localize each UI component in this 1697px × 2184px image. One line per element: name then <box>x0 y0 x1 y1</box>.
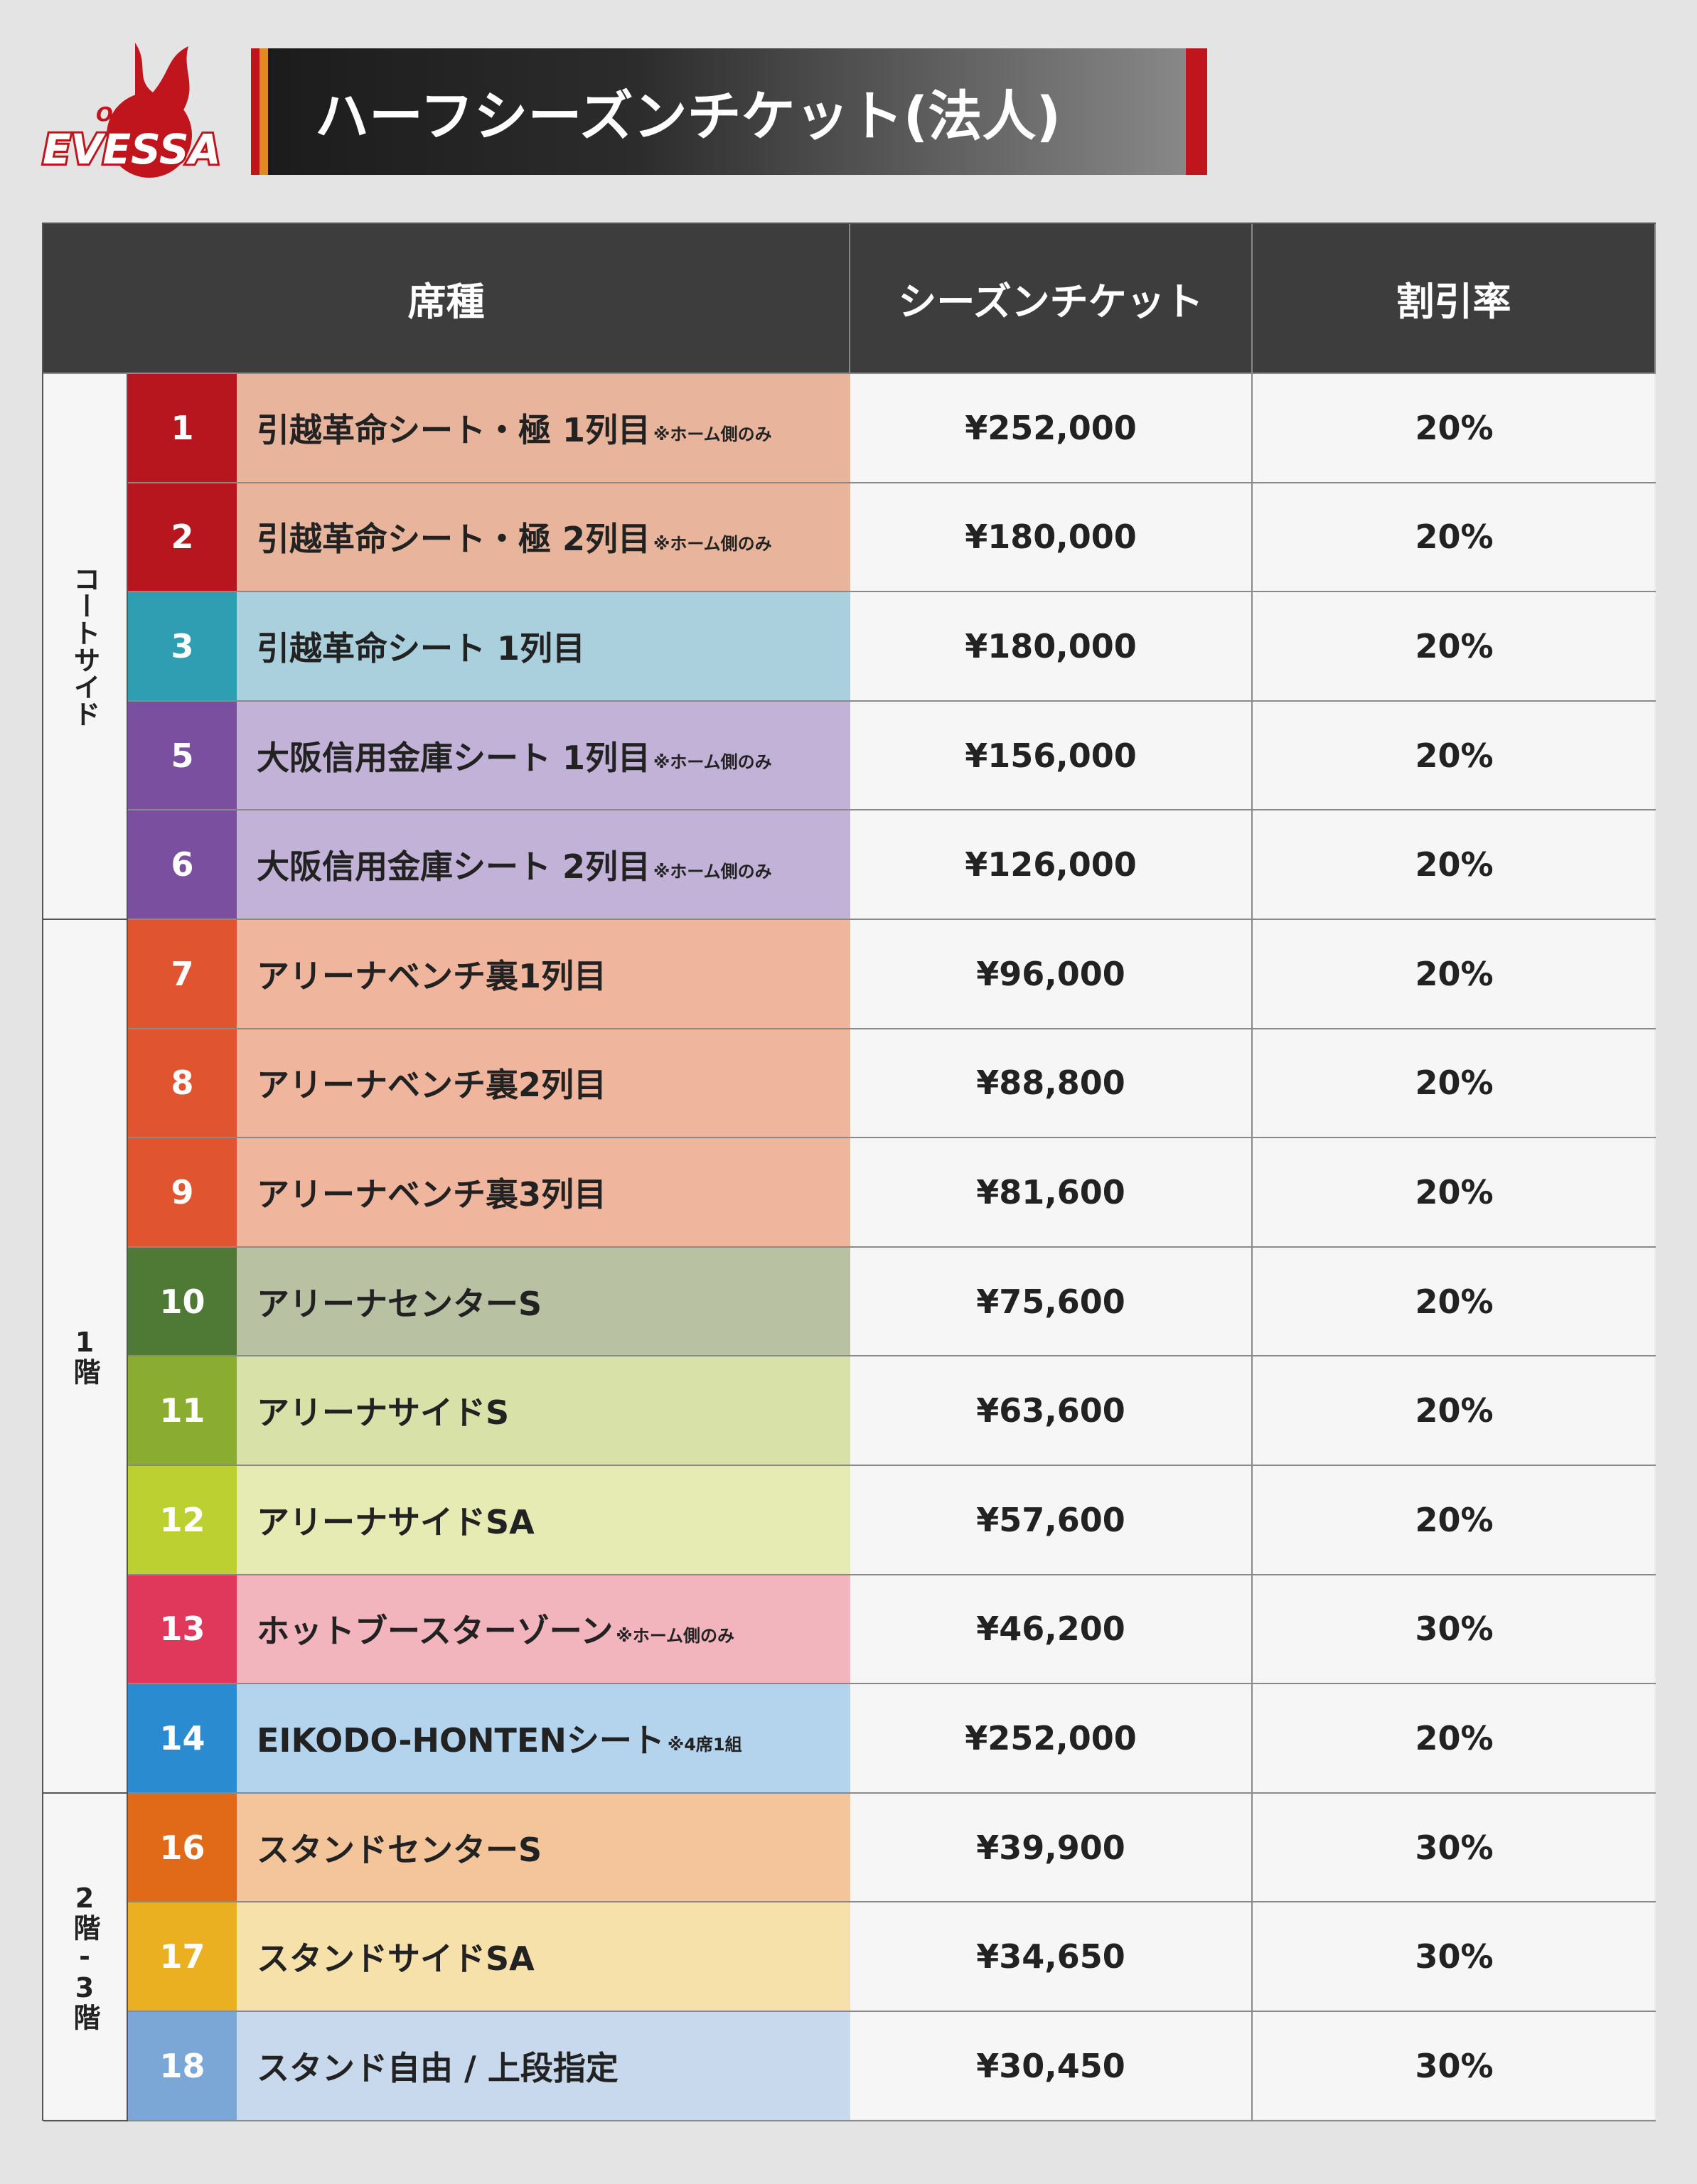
price: ¥30,450 <box>850 2012 1253 2121</box>
seat-note: ※ホーム側のみ <box>653 861 772 882</box>
discount: 20% <box>1253 1684 1656 1794</box>
seat-name: EIKODO-HONTENシート ※4席1組 <box>237 1684 850 1794</box>
seat-name-text: ホットブースターゾーン <box>257 1612 614 1651</box>
seat-name-text: 大阪信用金庫シート 2列目 <box>257 847 651 887</box>
group-label: 1階 <box>43 920 128 1794</box>
column-header: シーズンチケット <box>850 224 1253 374</box>
seat-note: ※ホーム側のみ <box>653 424 772 445</box>
seat-note: ※ホーム側のみ <box>653 752 772 773</box>
price: ¥46,200 <box>850 1575 1253 1685</box>
seat-number: 5 <box>128 701 237 811</box>
seat-number: 12 <box>128 1466 237 1575</box>
seat-name: ホットブースターゾーン ※ホーム側のみ <box>237 1575 850 1685</box>
seat-note: ※ホーム側のみ <box>616 1625 735 1646</box>
discount: 20% <box>1253 701 1656 811</box>
group-label: 2階-3階 <box>43 1793 128 2121</box>
seat-name-text: EIKODO-HONTENシート <box>257 1720 665 1760</box>
seat-name: アリーナサイドSA <box>237 1466 850 1575</box>
seat-name: 大阪信用金庫シート 1列目 ※ホーム側のみ <box>237 701 850 811</box>
seat-name-text: 引越革命シート・極 1列目 <box>257 410 651 449</box>
seat-name-text: 大阪信用金庫シート 1列目 <box>257 738 651 777</box>
seat-name-text: アリーナサイドS <box>257 1393 510 1433</box>
price: ¥252,000 <box>850 374 1253 483</box>
price: ¥96,000 <box>850 920 1253 1029</box>
seat-number: 1 <box>128 374 237 483</box>
seat-number: 14 <box>128 1684 237 1794</box>
price: ¥39,900 <box>850 1793 1253 1903</box>
seat-number: 10 <box>128 1247 237 1357</box>
discount: 30% <box>1253 2012 1656 2121</box>
price: ¥81,600 <box>850 1138 1253 1248</box>
seat-name-text: スタンド自由 / 上段指定 <box>257 2048 619 2087</box>
seat-name-text: アリーナベンチ裏1列目 <box>257 956 607 995</box>
seat-name: アリーナサイドS <box>237 1356 850 1466</box>
price: ¥88,800 <box>850 1029 1253 1139</box>
title: ハーフシーズンチケット(法人) <box>272 48 1186 175</box>
seat-name-text: アリーナベンチ裏2列目 <box>257 1066 607 1105</box>
seat-name: 引越革命シート・極 2列目 ※ホーム側のみ <box>237 483 850 593</box>
discount: 20% <box>1253 920 1656 1029</box>
seat-number: 11 <box>128 1356 237 1466</box>
discount: 20% <box>1253 483 1656 593</box>
seat-number: 6 <box>128 810 237 920</box>
seat-name-text: スタンドセンターS <box>257 1830 542 1869</box>
seat-name-text: 引越革命シート 1列目 <box>257 628 586 668</box>
discount: 20% <box>1253 1356 1656 1466</box>
price: ¥75,600 <box>850 1247 1253 1357</box>
seat-number: 17 <box>128 1902 237 2012</box>
group-label: コートサイド <box>43 374 128 920</box>
seat-number: 13 <box>128 1575 237 1685</box>
discount: 30% <box>1253 1793 1656 1903</box>
discount: 20% <box>1253 1029 1656 1139</box>
seat-name: スタンドセンターS <box>237 1793 850 1903</box>
seat-name: 引越革命シート 1列目 <box>237 592 850 702</box>
discount: 20% <box>1253 1138 1656 1248</box>
seat-number: 7 <box>128 920 237 1029</box>
discount: 20% <box>1253 1466 1656 1575</box>
seat-number: 2 <box>128 483 237 593</box>
discount: 30% <box>1253 1902 1656 2012</box>
price: ¥34,650 <box>850 1902 1253 2012</box>
seat-name-text: アリーナセンターS <box>257 1284 542 1323</box>
column-header: 席種 <box>43 224 850 374</box>
price: ¥63,600 <box>850 1356 1253 1466</box>
logo-top: OSAKA <box>96 102 173 126</box>
seat-number: 8 <box>128 1029 237 1139</box>
seat-note: ※ホーム側のみ <box>653 533 772 554</box>
logo: OSAKA EVESSA <box>41 43 223 178</box>
price: ¥252,000 <box>850 1684 1253 1794</box>
discount: 30% <box>1253 1575 1656 1685</box>
discount: 20% <box>1253 1247 1656 1357</box>
table: 席種 シーズンチケット 割引率 コートサイド 1 引越革命シート・極 1列目 ※ホーム側のみ… <box>42 223 1656 2121</box>
price: ¥156,000 <box>850 701 1253 811</box>
seat-name: スタンドサイドSA <box>237 1902 850 2012</box>
price: ¥126,000 <box>850 810 1253 920</box>
discount: 20% <box>1253 592 1656 702</box>
seat-name: アリーナセンターS <box>237 1247 850 1357</box>
seat-number: 18 <box>128 2012 237 2121</box>
discount: 20% <box>1253 810 1656 920</box>
price: ¥180,000 <box>850 592 1253 702</box>
discount: 20% <box>1253 374 1656 483</box>
seat-note: ※4席1組 <box>667 1735 742 1755</box>
seat-name: 引越革命シート・極 1列目 ※ホーム側のみ <box>237 374 850 483</box>
seat-name: 大阪信用金庫シート 2列目 ※ホーム側のみ <box>237 810 850 920</box>
seat-name: アリーナベンチ裏1列目 <box>237 920 850 1029</box>
seat-name: アリーナベンチ裏2列目 <box>237 1029 850 1139</box>
seat-name-text: スタンドサイドSA <box>257 1939 535 1979</box>
column-header: 割引率 <box>1253 224 1656 374</box>
seat-name-text: アリーナベンチ裏3列目 <box>257 1174 607 1214</box>
logo-ball <box>107 92 192 178</box>
seat-name: スタンド自由 / 上段指定 <box>237 2012 850 2121</box>
seat-number: 3 <box>128 592 237 702</box>
logo-name: EVESSA <box>43 125 221 173</box>
price: ¥180,000 <box>850 483 1253 593</box>
seat-number: 16 <box>128 1793 237 1903</box>
seat-name-text: 引越革命シート・極 2列目 <box>257 520 651 559</box>
seat-number: 9 <box>128 1138 237 1248</box>
seat-name: アリーナベンチ裏3列目 <box>237 1138 850 1248</box>
seat-name-text: アリーナサイドSA <box>257 1502 535 1541</box>
price: ¥57,600 <box>850 1466 1253 1575</box>
